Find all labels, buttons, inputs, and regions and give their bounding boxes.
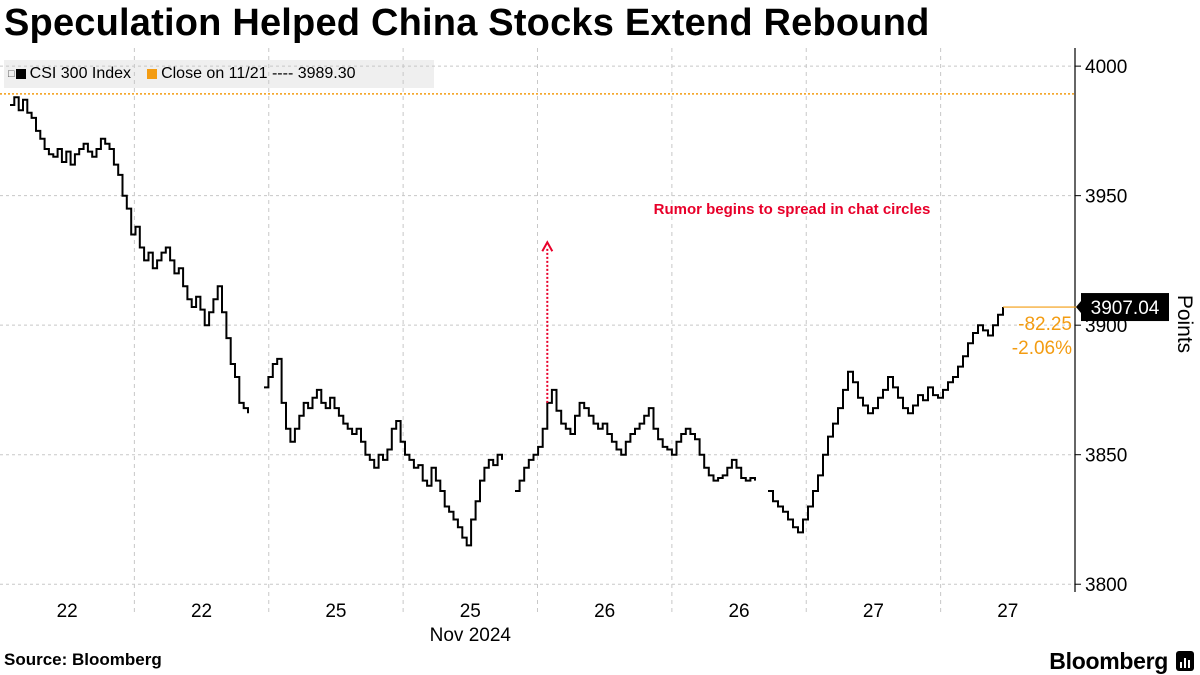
change-percent-label: -2.06% bbox=[1012, 338, 1072, 359]
x-axis-month-label: Nov 2024 bbox=[430, 625, 512, 646]
y-tick-label: 3800 bbox=[1085, 575, 1127, 596]
y-tick-label: 3900 bbox=[1085, 316, 1127, 337]
series-line-segment bbox=[10, 96, 249, 414]
annotation-arrow-head bbox=[541, 240, 554, 252]
legend-reference-label: Close on 11/21 ---- 3989.30 bbox=[161, 65, 356, 82]
legend-series-icon: □ bbox=[8, 68, 15, 80]
y-tick-label: 3950 bbox=[1085, 187, 1127, 208]
x-tick-label: 26 bbox=[594, 601, 615, 622]
legend-reference-swatch bbox=[147, 69, 158, 79]
annotation-text: Rumor begins to spread in chat circles bbox=[654, 201, 931, 218]
y-tick-label: 3850 bbox=[1085, 446, 1127, 467]
x-tick-label: 22 bbox=[57, 601, 78, 622]
x-tick-label: 27 bbox=[997, 601, 1018, 622]
x-tick-label: 26 bbox=[728, 601, 749, 622]
brand-badge-icon bbox=[1176, 651, 1194, 671]
series-line-segment bbox=[264, 357, 503, 547]
x-tick-label: 22 bbox=[191, 601, 212, 622]
legend-series-label: CSI 300 Index bbox=[29, 65, 132, 82]
y-axis-title: Points bbox=[1173, 295, 1196, 353]
x-tick-label: 27 bbox=[863, 601, 884, 622]
last-value-label: 3907.04 bbox=[1091, 298, 1160, 319]
legend-item-reference: Close on 11/21 ---- 3989.30 bbox=[137, 65, 356, 83]
series-line-segment bbox=[515, 388, 756, 492]
legend: □ CSI 300 Index Close on 11/21 ---- 3989… bbox=[4, 60, 434, 88]
change-absolute-label: -82.25 bbox=[1018, 314, 1072, 335]
x-tick-label: 25 bbox=[460, 601, 481, 622]
source-note: Source: Bloomberg bbox=[4, 650, 162, 669]
series-line-segment bbox=[768, 307, 1004, 534]
brand-logo: Bloomberg bbox=[1049, 648, 1168, 674]
y-tick-label: 4000 bbox=[1085, 57, 1127, 78]
last-value-badge bbox=[1081, 293, 1169, 322]
last-value-pointer bbox=[1076, 301, 1081, 314]
legend-series-swatch bbox=[15, 69, 26, 79]
legend-item-series: □ CSI 300 Index bbox=[4, 65, 131, 83]
chart-title: Speculation Helped China Stocks Extend R… bbox=[4, 2, 930, 44]
x-tick-label: 25 bbox=[325, 601, 346, 622]
